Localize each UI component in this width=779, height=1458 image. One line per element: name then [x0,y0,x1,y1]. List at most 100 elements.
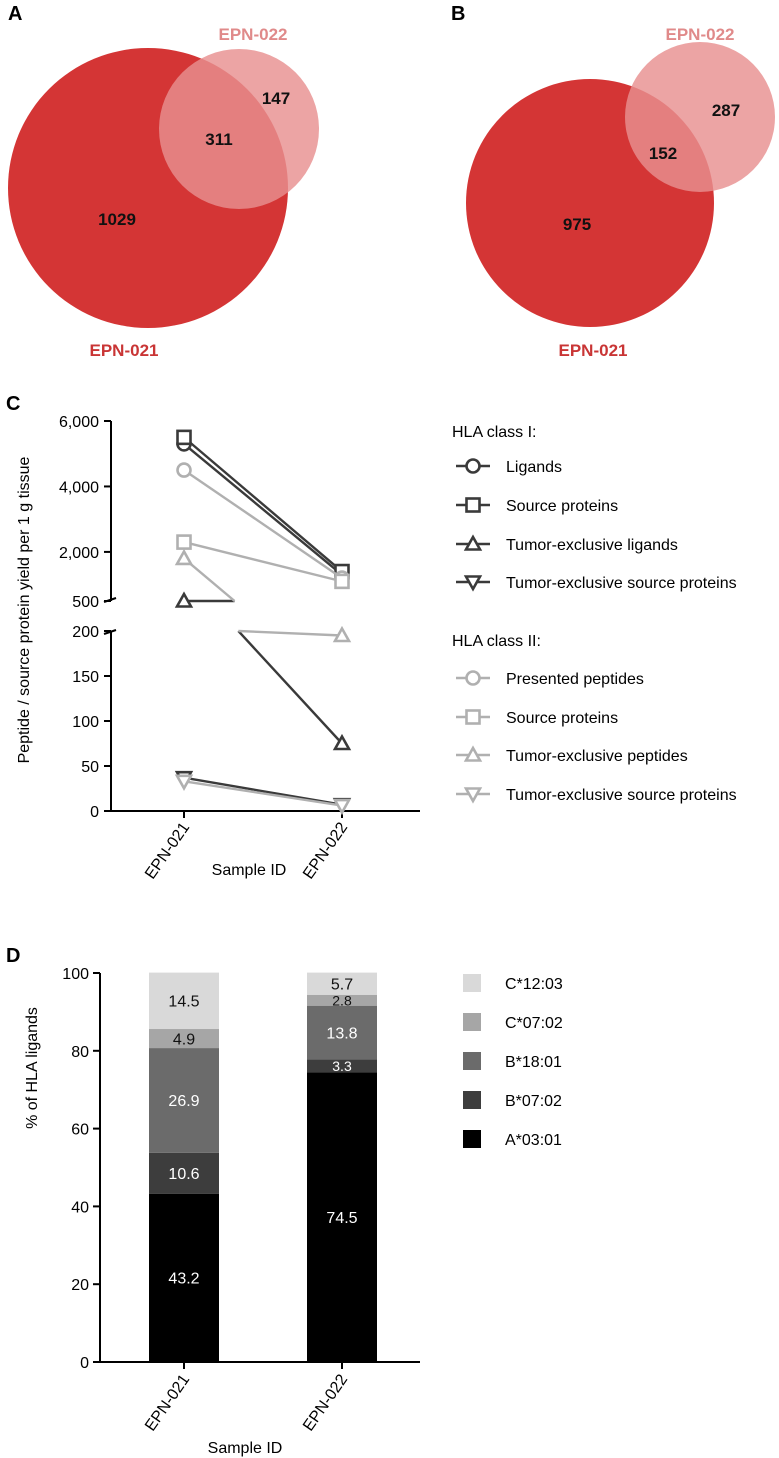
c-y-tick-label-upper: 500 [72,594,99,611]
d-bar-label: 4.9 [173,1031,195,1048]
d-bar-segment [307,1005,377,1060]
c-series-class2-0 [176,462,350,586]
d-bar-label: 43.2 [168,1271,199,1288]
d-legend-item: C*12:03 [463,974,563,993]
c-legend-marker [465,670,481,686]
d-legend-item: A*03:01 [463,1130,562,1149]
c-legend-title-class1: HLA class I: [452,424,536,441]
d-bar-segment [149,1048,219,1153]
c-series-class1-1 [176,429,350,580]
panel-c-legend: HLA class I: Ligands Source proteins Tumor-… [452,424,737,804]
d-bar-segment [307,994,377,1006]
c-series-line [238,629,343,637]
venn-a-overlap: 311 [205,130,232,149]
c-legend-label: Tumor-exclusive source proteins [506,787,737,804]
d-bar-label: 10.6 [168,1166,199,1183]
c-legend-label: Ligands [506,459,562,476]
d-x-tick-label: EPN-022 [300,1371,351,1434]
panel-d-bars: 43.2 10.6 26.9 4.9 14.5 74.5 3.3 13.8 2.85.7 [149,972,377,1362]
c-series-class2-2 [174,548,352,643]
panel-c-series [174,429,352,816]
d-y-tick-label: 60 [71,1122,89,1139]
panel-c: C 500 2,000 4,000 6,000 0 50 100 150 200 EPN-021 E… [6,393,737,882]
c-legend-marker [463,534,483,551]
c-data-point [174,591,194,608]
c-legend-item: Tumor-exclusive peptides [456,745,688,765]
d-legend-swatch [463,1091,481,1109]
c-legend-title-class2: HLA class II: [452,633,541,650]
c-data-point [332,625,352,643]
panel-c-y-axis-title: Peptide / source protein yield per 1 g t… [16,456,33,763]
venn-a-set-epn022 [159,49,319,209]
c-legend-label: Presented peptides [506,671,644,688]
c-legend-marker [463,787,483,804]
d-legend-item: C*07:02 [463,1013,563,1032]
c-legend-item: Source proteins [456,709,618,727]
c-data-point [334,573,350,590]
c-y-tick-label-lower: 100 [72,714,99,731]
d-legend-label: A*03:01 [505,1132,562,1149]
c-series-line [183,469,343,580]
d-y-tick-label: 40 [71,1199,89,1216]
c-data-point [174,548,194,566]
d-bar-segment [307,1059,377,1073]
d-bar-label: 13.8 [326,1025,357,1042]
c-series-line [183,780,343,807]
d-y-tick-label: 80 [71,1044,89,1061]
venn-b-set-epn022 [625,42,775,192]
venn-a-exclusive-epn022: 147 [262,89,290,108]
d-bar-segment [149,1152,219,1194]
c-series-class2-3 [174,774,352,816]
d-legend-swatch [463,1013,481,1031]
c-y-tick-label-lower: 50 [81,759,99,776]
c-legend-item: Presented peptides [456,670,644,688]
d-bar-label: 5.7 [331,976,353,993]
d-x-tick-label: EPN-021 [142,1371,193,1434]
d-y-tick-label: 20 [71,1277,89,1294]
d-legend-label: B*07:02 [505,1093,562,1110]
panel-c-x-axis-title: Sample ID [212,862,287,879]
c-y-tick-label-lower: 0 [90,804,99,821]
c-legend-marker [463,745,483,762]
c-data-point [332,733,352,751]
c-series-class1-0 [176,436,350,583]
venn-b-label-epn021: EPN-021 [559,341,628,360]
panel-c-letter: C [6,393,20,415]
c-data-point [174,774,194,791]
d-bar-segment [149,1029,219,1049]
c-legend-item: Tumor-exclusive source proteins [456,575,737,592]
c-series-line [183,436,343,573]
c-legend-item: Tumor-exclusive ligands [456,534,678,554]
d-legend-item: B*18:01 [463,1052,562,1071]
c-y-tick-label-upper: 6,000 [59,414,99,431]
c-series-line [183,442,343,576]
panel-d-y-axis-title: % of HLA ligands [24,1007,41,1129]
d-legend-item: B*07:02 [463,1091,562,1110]
d-bar-label: 26.9 [168,1093,199,1110]
c-data-point [176,429,192,446]
c-legend-item: Source proteins [456,497,618,515]
venn-b-overlap: 152 [649,144,677,163]
d-bar-epn-021: 43.2 10.6 26.9 4.9 14.5 [149,972,219,1362]
panel-a-letter: A [8,3,22,25]
d-legend-swatch [463,1052,481,1070]
c-y-tick-label-lower: 200 [72,624,99,641]
c-x-tick-label: EPN-021 [142,819,193,882]
d-bar-segment [149,972,219,1030]
d-bar-label: 74.5 [326,1210,357,1227]
venn-a-label-epn022: EPN-022 [219,25,288,44]
d-bar-label: 3.3 [332,1058,352,1074]
panel-b-letter: B [451,3,465,25]
d-bar-label: 2.8 [332,992,352,1008]
c-legend-marker [465,497,481,513]
c-data-point [332,798,352,816]
d-bar-segment [307,1072,377,1362]
c-series-line [183,557,236,602]
c-legend-marker [465,458,481,474]
panel-b: B 975 152 287 EPN-022 EPN-021 [451,3,775,360]
c-y-tick-label-upper: 2,000 [59,545,99,562]
c-series-line [237,630,343,745]
c-legend-label: Tumor-exclusive ligands [506,537,678,554]
d-legend-label: B*18:01 [505,1054,562,1071]
d-y-tick-label: 0 [80,1355,89,1372]
